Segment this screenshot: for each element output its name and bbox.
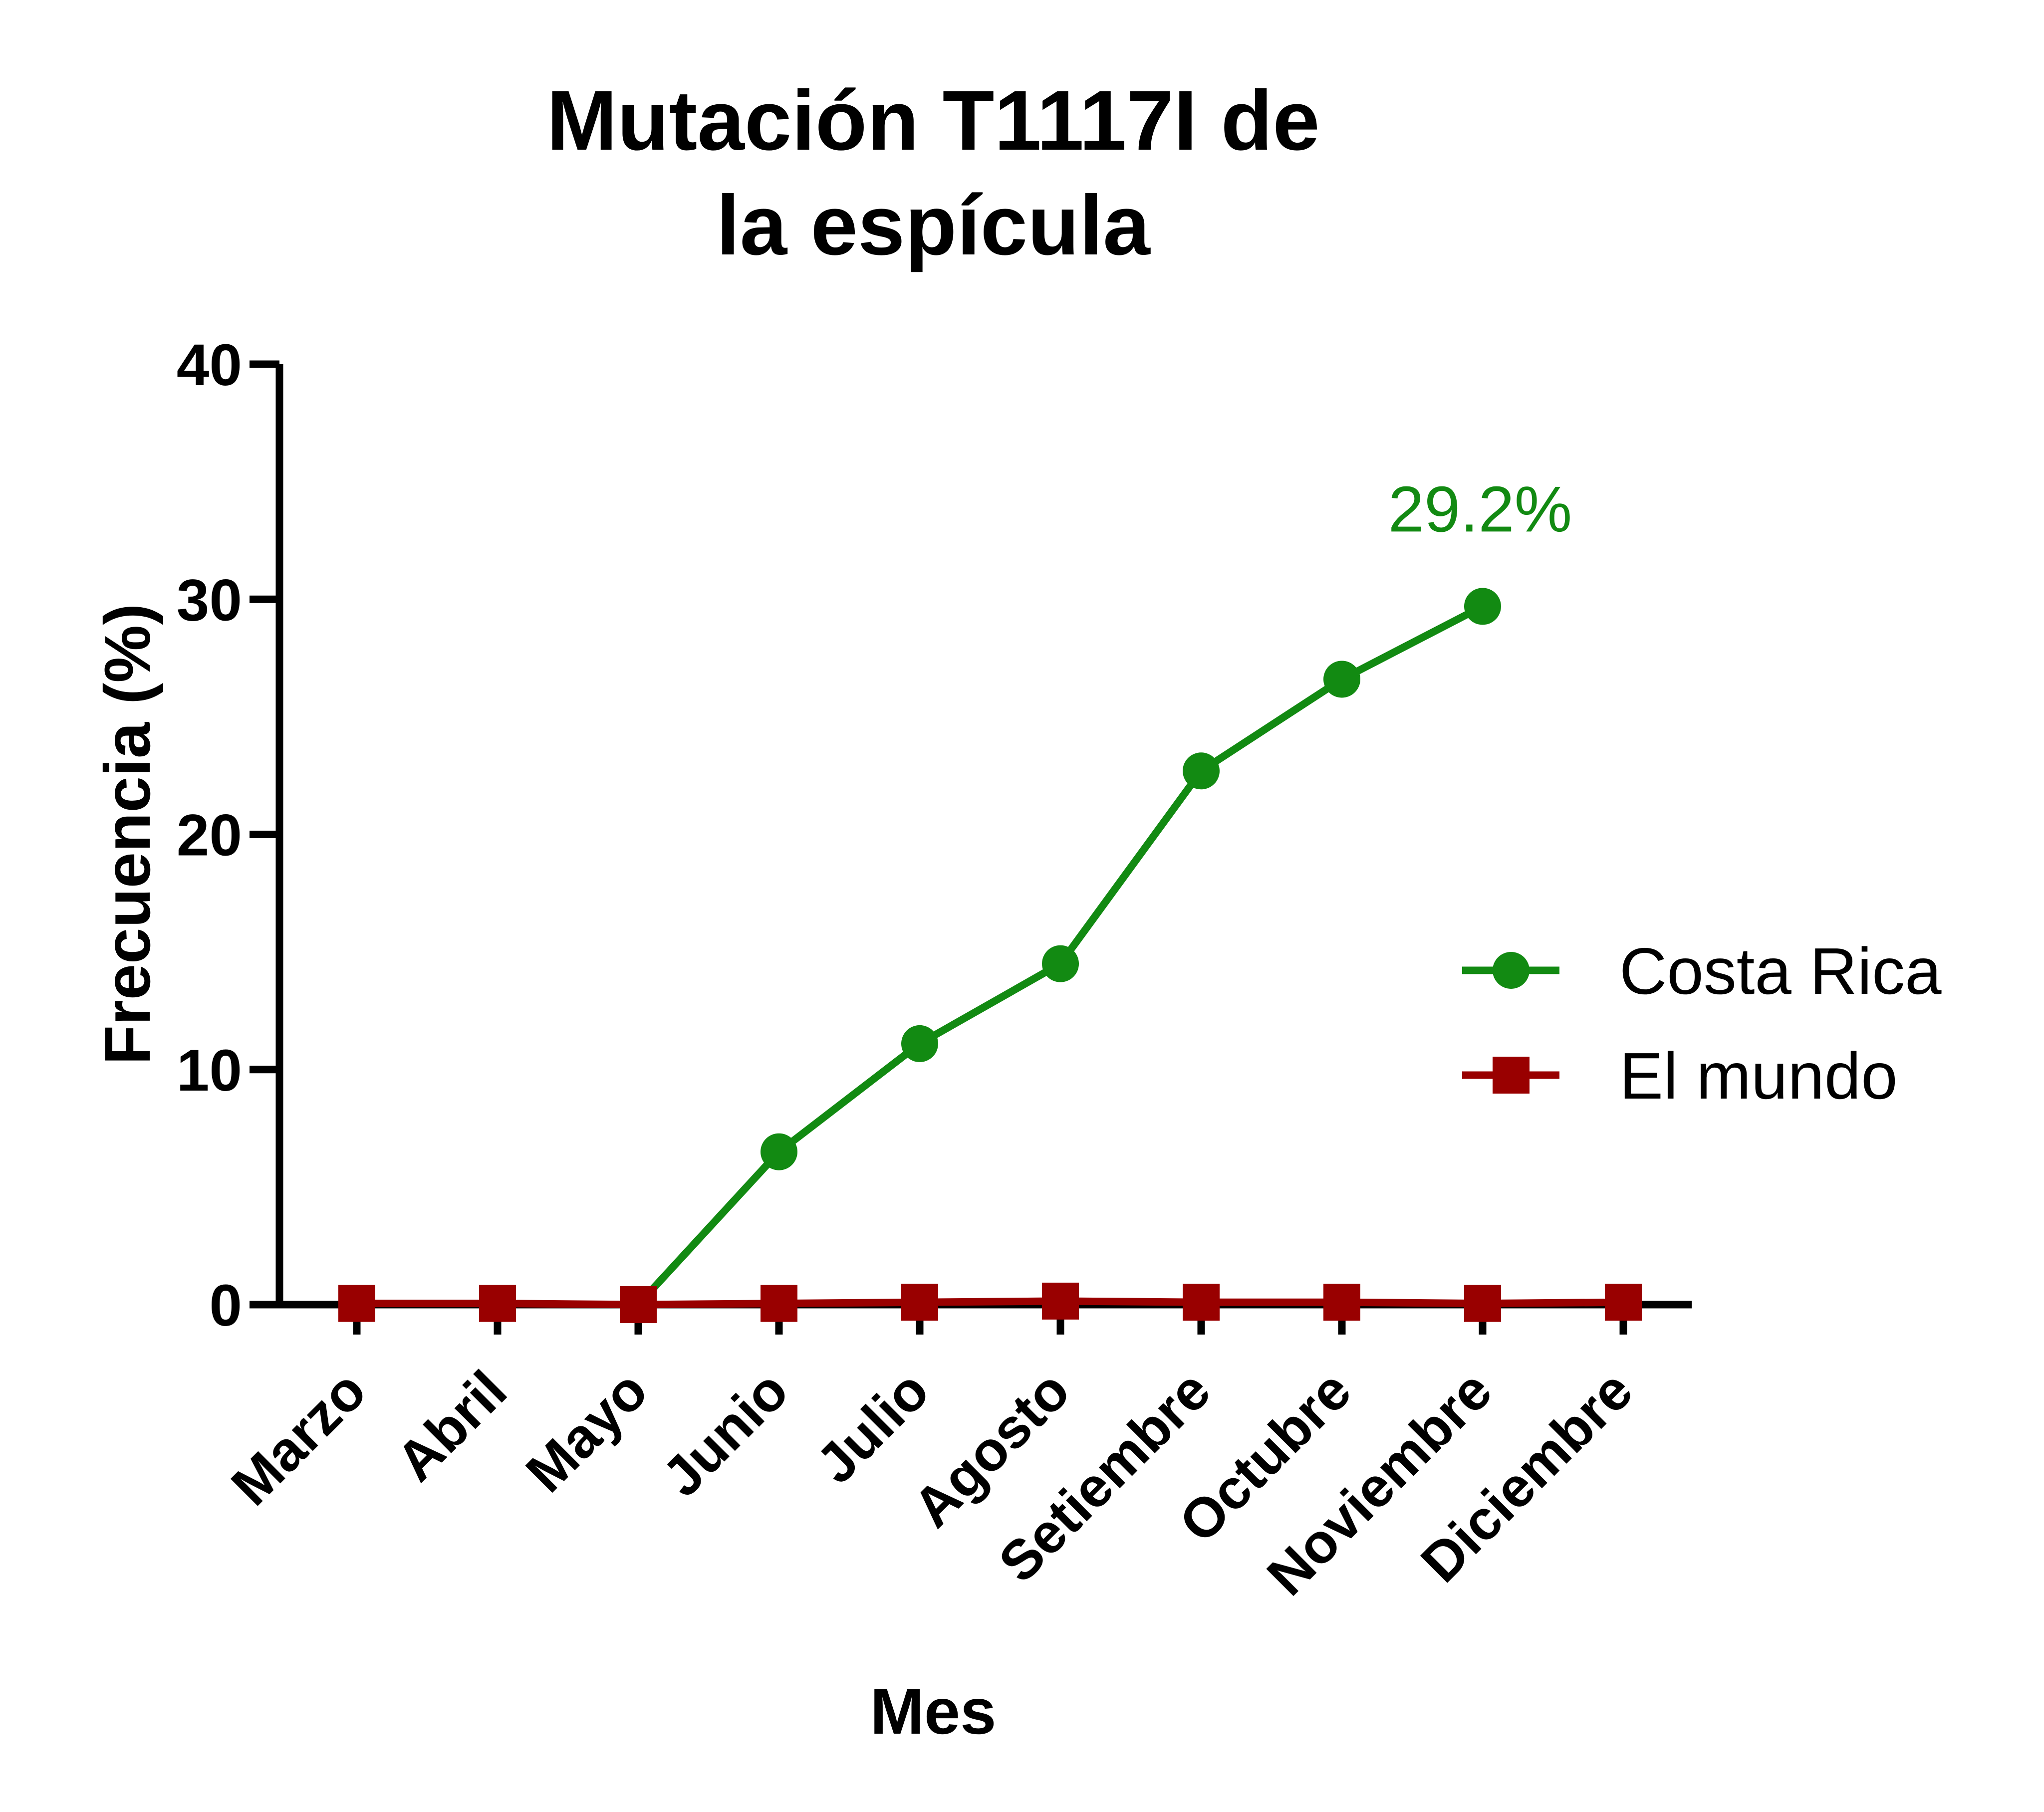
data-point — [901, 1025, 938, 1062]
data-point — [1605, 1284, 1642, 1321]
x-tick-label: Marzo — [220, 1359, 378, 1517]
data-point — [1464, 588, 1501, 625]
series-line — [357, 1297, 1624, 1309]
series-costa-rica — [620, 588, 1501, 1323]
legend-marker — [1493, 952, 1530, 989]
y-tick-label: 40 — [177, 332, 242, 398]
series — [338, 588, 1642, 1323]
y-tick-label: 20 — [177, 803, 242, 869]
legend: Costa Rica El mundo — [1462, 934, 1942, 1113]
x-tick-label: Junio — [650, 1359, 800, 1509]
legend-item: Costa Rica — [1462, 934, 1942, 1008]
annotations: 29.2% — [1388, 472, 1572, 545]
data-point — [1183, 752, 1220, 790]
data-point — [761, 1133, 797, 1170]
data-point — [1464, 1285, 1501, 1322]
legend-label: El mundo — [1619, 1039, 1898, 1113]
chart-title-line: Mutación T1117I de — [546, 73, 1319, 168]
y-tick-label: 0 — [209, 1273, 242, 1339]
data-point — [338, 1285, 375, 1322]
data-point — [901, 1284, 938, 1321]
data-point — [620, 1286, 657, 1323]
y-ticks: 0 10 20 30 40 — [177, 332, 279, 1339]
chart-title-line: la espícula — [716, 178, 1151, 273]
data-point — [1323, 661, 1360, 698]
x-axis-title: Mes — [870, 1675, 997, 1748]
legend-label: Costa Rica — [1619, 934, 1942, 1008]
data-point — [1042, 945, 1079, 982]
y-axis-title: Frecuencia (%) — [91, 604, 164, 1065]
y-tick-label: 30 — [177, 567, 242, 633]
x-tick-label: Mayo — [514, 1359, 659, 1504]
y-tick-label: 10 — [177, 1038, 242, 1104]
data-point — [761, 1285, 797, 1322]
series-el-mundo — [338, 1282, 1642, 1323]
x-tick-label: Abril — [384, 1359, 518, 1493]
data-point — [1042, 1282, 1079, 1320]
x-tick-label: Julio — [804, 1359, 941, 1495]
data-point — [1323, 1284, 1360, 1321]
annotation-label: 29.2% — [1388, 472, 1572, 545]
data-point — [479, 1285, 516, 1322]
legend-item: El mundo — [1462, 1039, 1898, 1113]
data-point — [1183, 1284, 1220, 1321]
legend-marker — [1493, 1057, 1530, 1094]
chart-title: Mutación T1117I de la espícula — [546, 73, 1319, 273]
